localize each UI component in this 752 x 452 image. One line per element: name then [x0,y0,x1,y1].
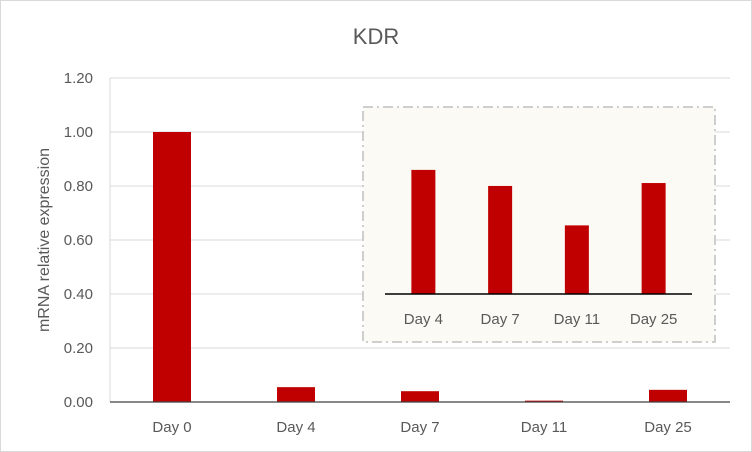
inset-x-tick-label: Day 4 [404,311,443,328]
x-tick-label: Day 7 [400,419,439,436]
inset-x-tick-label: Day 11 [554,311,600,328]
inset-x-tick-label: Day 7 [481,311,520,328]
inset-chart: Day 4 Day 7 Day 11 Day 25 [362,106,716,343]
bar [401,391,439,402]
x-tick-label: Day 4 [276,419,315,436]
y-tick-label: 0.20 [64,340,93,357]
x-tick-label: Day 11 [521,419,567,436]
bar [153,132,191,402]
inset-x-tick-label: Day 25 [630,311,678,328]
inset-bar [488,185,513,294]
inset-bar [641,183,666,294]
y-tick-labels: 0.00 0.20 0.40 0.60 0.80 1.00 1.20 [64,70,93,411]
x-tick-label: Day 25 [644,419,692,436]
main-bars [110,132,730,403]
y-axis-label: mRNA relative expression [36,148,53,332]
x-tick-label: Day 0 [152,419,191,436]
y-tick-label: 0.60 [64,232,93,249]
y-tick-label: 0.80 [64,178,93,195]
y-tick-label: 0.40 [64,286,93,303]
y-tick-label: 1.00 [64,124,93,141]
y-tick-label: 1.20 [64,70,93,87]
chart-title: KDR [353,24,399,49]
inset-bar [411,169,436,294]
bar [525,400,563,402]
inset-bar [564,225,589,294]
x-tick-labels: Day 0 Day 4 Day 7 Day 11 Day 25 [152,419,691,436]
y-tick-label: 0.00 [64,394,93,411]
bar [277,387,315,402]
bar [649,389,687,402]
